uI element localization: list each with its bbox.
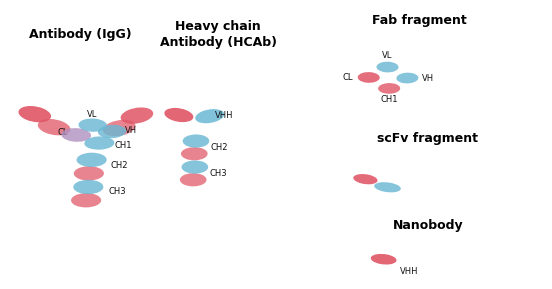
Ellipse shape	[84, 136, 114, 150]
Text: VHH: VHH	[400, 267, 419, 276]
Text: CL: CL	[57, 127, 68, 137]
Text: VHH: VHH	[215, 111, 234, 120]
Text: CH1: CH1	[115, 141, 132, 150]
Ellipse shape	[38, 119, 71, 135]
Text: VL: VL	[87, 110, 97, 119]
Ellipse shape	[376, 62, 399, 73]
Ellipse shape	[180, 173, 206, 186]
Text: Fab fragment: Fab fragment	[372, 14, 467, 27]
Ellipse shape	[98, 125, 126, 138]
Ellipse shape	[18, 106, 51, 122]
Text: Heavy chain
Antibody (HCAb): Heavy chain Antibody (HCAb)	[160, 20, 277, 49]
Ellipse shape	[71, 193, 101, 208]
Ellipse shape	[353, 174, 378, 184]
Ellipse shape	[120, 108, 153, 124]
Ellipse shape	[73, 180, 103, 194]
Ellipse shape	[182, 160, 208, 174]
Text: CH2: CH2	[110, 161, 128, 170]
Text: CL: CL	[343, 73, 353, 82]
Text: Nanobody: Nanobody	[392, 219, 463, 232]
Text: CH3: CH3	[108, 187, 126, 196]
Text: CH2: CH2	[211, 143, 229, 153]
Text: CH3: CH3	[210, 169, 227, 178]
Text: Antibody (IgG): Antibody (IgG)	[29, 28, 131, 41]
Ellipse shape	[358, 72, 380, 83]
Text: scFv fragment: scFv fragment	[378, 132, 478, 145]
Ellipse shape	[103, 120, 136, 136]
Ellipse shape	[77, 153, 107, 167]
Ellipse shape	[164, 108, 193, 122]
Ellipse shape	[378, 83, 400, 94]
Text: CH1: CH1	[380, 95, 398, 104]
Ellipse shape	[374, 182, 401, 192]
Ellipse shape	[78, 118, 107, 132]
Text: VH: VH	[125, 126, 137, 136]
Ellipse shape	[371, 254, 396, 264]
Ellipse shape	[61, 128, 91, 142]
Text: VL: VL	[383, 51, 392, 60]
Ellipse shape	[181, 147, 208, 160]
Ellipse shape	[74, 166, 104, 181]
Text: VH: VH	[422, 73, 434, 83]
Ellipse shape	[195, 109, 224, 123]
Ellipse shape	[183, 134, 209, 148]
Ellipse shape	[396, 73, 418, 84]
